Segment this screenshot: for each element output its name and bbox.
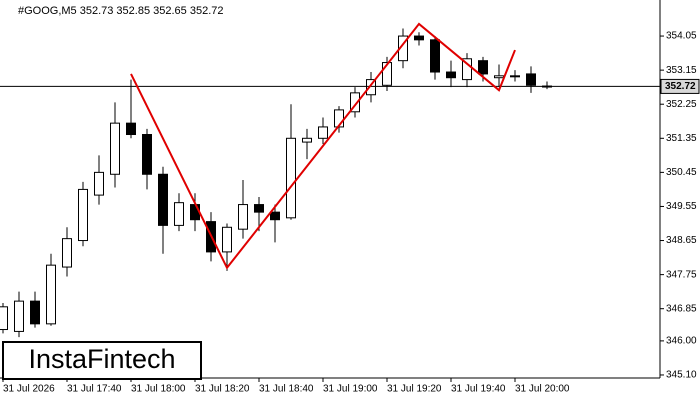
candle-body [254, 204, 264, 213]
candle-body [78, 188, 88, 242]
candle-body [14, 300, 24, 332]
candle-body [318, 126, 328, 139]
y-tick-label: 347.75 [666, 269, 697, 280]
candle-body [494, 75, 504, 79]
x-tick-label: 31 Jul 19:20 [387, 384, 442, 395]
x-tick-label: 31 Jul 20:00 [515, 384, 570, 395]
y-tick-label: 354.05 [666, 31, 697, 42]
candle-body [238, 204, 248, 230]
y-tick-label: 345.10 [666, 370, 697, 381]
y-tick-label: 348.65 [666, 235, 697, 246]
x-tick-label: 31 Jul 2026 [3, 384, 55, 395]
x-tick-label: 31 Jul 17:40 [67, 384, 122, 395]
pattern-line [130, 22, 516, 270]
current-price-label: 352.72 [665, 81, 696, 92]
y-tick-label: 350.45 [666, 167, 697, 178]
y-tick-label: 346.85 [666, 303, 697, 314]
candle-body [142, 134, 152, 175]
candle-body [158, 173, 168, 226]
candle-body [286, 137, 296, 219]
candle-body [446, 71, 456, 79]
candle-body [62, 238, 72, 268]
x-tick-label: 31 Jul 18:40 [259, 384, 314, 395]
y-tick-label: 352.25 [666, 99, 697, 110]
y-tick-label: 349.55 [666, 201, 697, 212]
candle-body [478, 60, 488, 75]
candle-body [0, 306, 8, 331]
candle-body [414, 35, 424, 41]
y-tick-label: 353.15 [666, 65, 697, 76]
candle-body [174, 202, 184, 226]
candle-body [270, 211, 280, 221]
candle-body [510, 75, 520, 78]
x-tick-label: 31 Jul 18:20 [195, 384, 250, 395]
candle-body [462, 58, 472, 81]
candle-body [430, 39, 440, 73]
candle-body [126, 122, 136, 136]
candle-body [46, 264, 56, 325]
current-price-box [660, 78, 700, 94]
x-tick-label: 31 Jul 19:40 [451, 384, 506, 395]
candle-body [302, 137, 312, 143]
x-tick-label: 31 Jul 18:00 [131, 384, 186, 395]
candle-body [30, 300, 40, 325]
y-tick-label: 346.00 [666, 336, 697, 347]
chart-title: #GOOG,M5 352.73 352.85 352.65 352.72 [18, 5, 223, 17]
candle-body [222, 226, 232, 253]
candle-body [110, 122, 120, 175]
watermark-box [2, 341, 202, 380]
candle-body [350, 92, 360, 113]
candle-body [94, 171, 104, 196]
candle-body [366, 79, 376, 96]
candle-body [382, 62, 392, 86]
candle-body [526, 73, 536, 86]
candle-body [190, 204, 200, 221]
y-tick-label: 351.35 [666, 133, 697, 144]
watermark: InstaFintech [28, 344, 175, 374]
x-tick-label: 31 Jul 19:00 [323, 384, 378, 395]
